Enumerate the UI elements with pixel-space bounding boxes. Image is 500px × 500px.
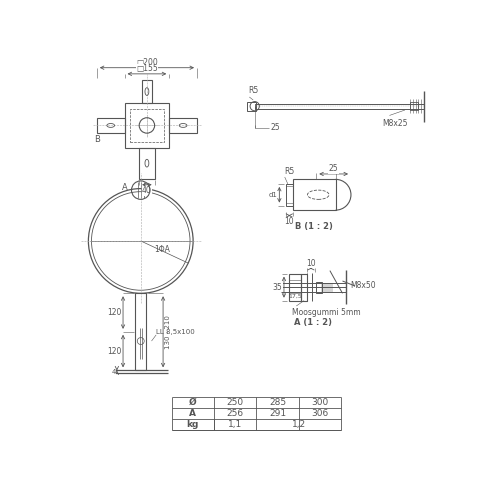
Text: LL 8,5x100: LL 8,5x100 bbox=[156, 329, 195, 335]
Text: 120: 120 bbox=[107, 346, 122, 356]
Text: A (1 : 2): A (1 : 2) bbox=[294, 318, 332, 326]
Bar bbox=[410, 102, 418, 110]
Text: □200: □200 bbox=[136, 58, 158, 67]
Bar bbox=[301, 274, 307, 300]
Text: 10: 10 bbox=[284, 217, 294, 226]
Text: 291: 291 bbox=[269, 409, 286, 418]
Text: 4: 4 bbox=[112, 369, 116, 375]
Text: kg: kg bbox=[186, 420, 199, 428]
Text: R5: R5 bbox=[284, 168, 294, 176]
Bar bbox=[136, 294, 146, 370]
Text: 10: 10 bbox=[306, 258, 316, 268]
Bar bbox=[247, 102, 256, 111]
Bar bbox=[254, 104, 424, 109]
Text: 25: 25 bbox=[270, 124, 280, 132]
Text: A: A bbox=[189, 409, 196, 418]
Bar bbox=[124, 103, 169, 148]
Text: M8x50: M8x50 bbox=[350, 281, 376, 290]
Text: □155: □155 bbox=[136, 64, 158, 73]
Text: 256: 256 bbox=[226, 409, 244, 418]
Text: 285: 285 bbox=[269, 398, 286, 407]
Bar bbox=[97, 118, 124, 133]
Text: 130 - 210: 130 - 210 bbox=[166, 315, 172, 348]
Text: M8x25: M8x25 bbox=[382, 118, 407, 128]
Text: 17,5: 17,5 bbox=[288, 294, 302, 298]
Text: 1,1: 1,1 bbox=[228, 420, 242, 428]
Text: d1: d1 bbox=[269, 192, 278, 198]
Text: 25: 25 bbox=[329, 164, 338, 173]
Text: 300: 300 bbox=[311, 398, 328, 407]
Text: 35: 35 bbox=[272, 282, 282, 292]
Bar bbox=[139, 148, 154, 178]
Bar bbox=[169, 118, 197, 133]
Bar bbox=[293, 180, 336, 210]
Text: R5: R5 bbox=[248, 86, 259, 96]
Text: 306: 306 bbox=[311, 409, 328, 418]
Text: A: A bbox=[122, 184, 128, 192]
Text: 250: 250 bbox=[226, 398, 244, 407]
Bar bbox=[316, 282, 322, 292]
Text: B: B bbox=[94, 136, 100, 144]
Text: 40: 40 bbox=[142, 186, 152, 196]
Bar bbox=[286, 184, 293, 206]
Bar bbox=[142, 80, 152, 103]
Text: 120: 120 bbox=[107, 308, 122, 317]
Text: Moosgummi 5mm: Moosgummi 5mm bbox=[292, 308, 361, 318]
Bar bbox=[288, 274, 301, 300]
Text: B (1 : 2): B (1 : 2) bbox=[296, 222, 334, 232]
Text: 1ΦA: 1ΦA bbox=[154, 245, 170, 254]
Bar bbox=[130, 108, 164, 142]
Text: 1,2: 1,2 bbox=[292, 420, 306, 428]
Text: Ø: Ø bbox=[189, 398, 196, 407]
